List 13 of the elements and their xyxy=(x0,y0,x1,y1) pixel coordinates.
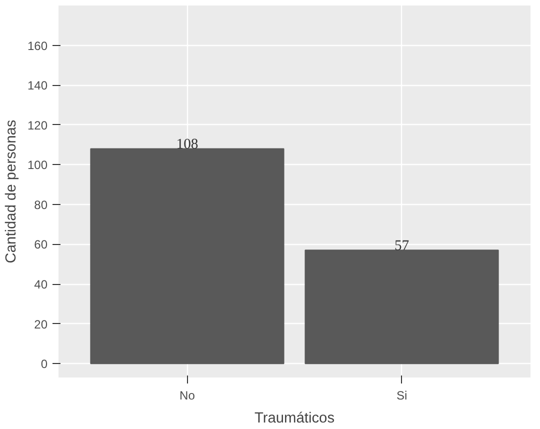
x-axis-title: Traumáticos xyxy=(254,410,335,426)
x-tick-label: Si xyxy=(396,388,408,402)
y-axis-title: Cantidad de personas xyxy=(3,120,20,264)
x-tick-label: No xyxy=(180,388,196,402)
y-tick-label: 100 xyxy=(27,158,48,172)
y-tick-label: 60 xyxy=(34,238,48,252)
y-tick-label: 160 xyxy=(27,38,48,53)
y-tick-label: 140 xyxy=(27,78,48,93)
y-tick-label: 120 xyxy=(27,118,48,132)
y-tick-label: 0 xyxy=(40,357,48,372)
y-tick-label: 20 xyxy=(34,317,48,332)
y-tick-label: 80 xyxy=(34,198,48,212)
y-tick-label: 40 xyxy=(34,278,48,292)
